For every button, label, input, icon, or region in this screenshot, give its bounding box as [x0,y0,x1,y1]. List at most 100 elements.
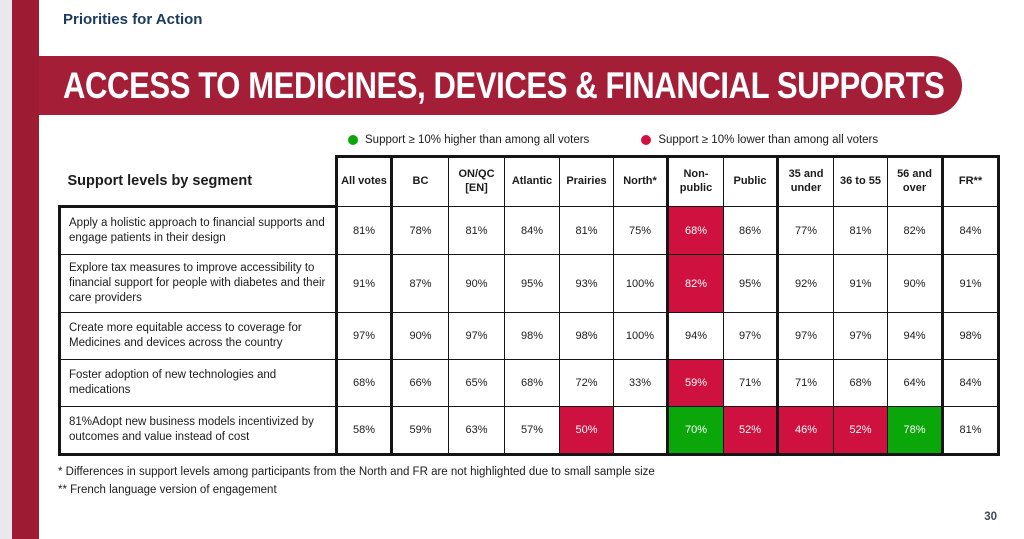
table-corner-label: Support levels by segment [67,172,253,189]
table-cell: 98% [559,312,614,360]
table-cell: 64% [887,359,944,407]
table-cell: 71% [777,359,834,407]
row-label: Create more equitable access to coverage… [58,312,337,360]
column-header: All votes [335,155,393,207]
column-header: 56 and over [887,155,944,207]
table-cell: 52% [833,406,888,456]
section-eyebrow: Priorities for Action [63,11,203,28]
table-cell: 97% [723,312,779,360]
table-cell: 84% [942,359,1000,407]
table-cell: 86% [723,206,779,255]
table-cell: 81% [559,206,614,255]
table-cell: 90% [887,254,944,313]
table-cell: 100% [613,312,669,360]
footnote-2: ** French language version of engagement [58,484,277,497]
column-header: North* [613,155,669,207]
table-row: Apply a holistic approach to financial s… [58,205,1000,255]
table-cell: 98% [942,312,1000,360]
table-header-row: Support levels by segment All votes BC ON/… [60,155,1000,207]
table-cell: 75% [613,206,669,255]
table-cell [613,406,669,456]
table-cell: 82% [887,206,944,255]
table-cell: 94% [887,312,944,360]
title-banner: ACCESS TO MEDICINES, DEVICES & FINANCIAL… [12,56,962,115]
table-cell: 50% [559,406,614,456]
table-cell: 59% [391,406,449,456]
green-dot-icon [348,135,358,145]
column-header: ON/QC [EN] [448,155,505,207]
table-cell: 57% [504,406,560,456]
table-cell: 78% [887,406,944,456]
table-cell: 68% [833,359,888,407]
table-cell: 58% [335,406,393,456]
table-cell: 84% [504,206,560,255]
table-cell: 66% [391,359,449,407]
column-header: 36 to 55 [833,155,888,207]
table-cell: 82% [667,254,724,313]
table-cell: 63% [448,406,505,456]
table-cell: 68% [667,206,724,255]
table-cell: 92% [777,254,834,313]
table-row: Create more equitable access to coverage… [58,312,1000,360]
table-cell: 87% [391,254,449,313]
table-cell: 91% [335,254,393,313]
table-row: Explore tax measures to improve accessib… [58,254,1000,313]
table-cell: 97% [833,312,888,360]
table-cell: 95% [504,254,560,313]
legend-label-lower: Support ≥ 10% lower than among all voter… [658,134,879,146]
footnotes: * Differences in support levels among pa… [58,463,655,500]
table-row: 81%Adopt new business models incentivize… [58,406,1000,456]
table-cell: 84% [942,206,1000,255]
table-cell: 90% [391,312,449,360]
support-table-container: Support levels by segment All votes BC ON/… [58,155,1000,456]
table-cell: 97% [335,312,393,360]
legend-label-higher: Support ≥ 10% higher than among all vote… [365,134,590,146]
table-cell: 91% [942,254,1000,313]
support-levels-table: Support levels by segment All votes BC ON/… [58,155,1000,456]
row-label: Explore tax measures to improve accessib… [58,254,337,313]
legend-item-higher: Support ≥ 10% higher than among all vote… [348,134,589,146]
row-label: Apply a holistic approach to financial s… [58,205,337,255]
table-cell: 95% [723,254,779,313]
column-header: Prairies [559,155,614,207]
table-cell: 81% [448,206,505,255]
column-header: 35 and under [777,155,834,207]
column-header: Non-public [667,155,724,207]
table-cell: 70% [667,406,724,456]
table-cell: 100% [613,254,669,313]
left-red-bar [12,0,39,539]
column-header: FR** [942,155,1000,207]
column-header: Atlantic [504,155,560,207]
left-gray-strip [0,0,12,539]
table-cell: 68% [335,359,393,407]
table-cell: 59% [667,359,724,407]
table-cell: 52% [723,406,779,456]
legend: Support ≥ 10% higher than among all vote… [348,134,878,146]
table-cell: 68% [504,359,560,407]
table-cell: 33% [613,359,669,407]
table-cell: 78% [391,206,449,255]
table-cell: 72% [559,359,614,407]
row-label: Foster adoption of new technologies and … [58,359,337,407]
table-cell: 97% [448,312,505,360]
table-cell: 65% [448,359,505,407]
table-cell: 94% [667,312,724,360]
table-cell: 46% [777,406,834,456]
footnote-1: * Differences in support levels among pa… [58,466,655,478]
column-header: Public [723,155,779,207]
table-cell: 97% [777,312,834,360]
page-number: 30 [984,511,997,523]
table-cell: 81% [942,406,1000,456]
row-label: 81%Adopt new business models incentivize… [58,406,337,456]
table-cell: 71% [723,359,779,407]
page-title: ACCESS TO MEDICINES, DEVICES & FINANCIAL… [63,64,945,106]
table-cell: 81% [833,206,888,255]
legend-item-lower: Support ≥ 10% lower than among all voter… [641,134,878,146]
table-cell: 90% [448,254,505,313]
red-dot-icon [641,135,652,145]
table-cell: 91% [833,254,888,313]
table-cell: 93% [559,254,614,313]
table-cell: 81% [335,206,393,255]
table-row: Foster adoption of new technologies and … [58,359,1000,407]
